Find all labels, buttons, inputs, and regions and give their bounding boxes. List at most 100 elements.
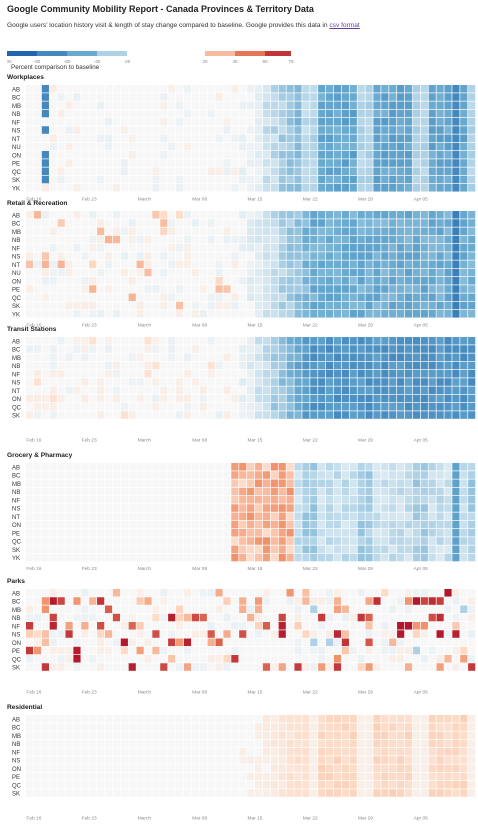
heatmap-cell xyxy=(318,301,326,310)
heatmap-cell xyxy=(436,151,444,159)
heatmap-cell xyxy=(333,337,342,345)
heatmap-cell xyxy=(381,301,389,310)
heatmap-cell xyxy=(81,772,89,781)
heatmap-cell xyxy=(247,630,255,638)
heatmap-cell xyxy=(223,361,231,370)
heatmap-cell xyxy=(310,537,318,545)
heatmap-cell xyxy=(104,109,113,118)
heatmap-cell xyxy=(349,268,357,277)
heatmap-cell xyxy=(207,126,215,134)
heatmap-cell xyxy=(112,244,121,252)
heatmap-cell xyxy=(468,85,476,93)
heatmap-cell xyxy=(412,268,421,277)
heatmap-cell xyxy=(357,277,365,285)
heatmap-cell xyxy=(112,219,121,227)
heatmap-cell xyxy=(326,479,334,488)
heatmap-cell xyxy=(168,151,176,159)
heatmap-cell xyxy=(460,512,468,521)
heatmap-cell xyxy=(120,227,128,236)
heatmap-cell xyxy=(278,613,286,622)
x-tick-label: Feb 16 xyxy=(26,566,41,572)
heatmap-cell xyxy=(357,756,365,764)
heatmap-cell xyxy=(160,487,168,496)
heatmap-cell xyxy=(239,235,247,244)
heatmap-cell xyxy=(318,663,326,671)
heatmap-cell xyxy=(460,227,468,236)
heatmap-cell xyxy=(128,723,136,731)
heatmap-cell xyxy=(239,411,247,419)
heatmap-cell xyxy=(57,159,65,167)
heatmap-cell xyxy=(207,235,215,244)
heatmap-cell xyxy=(57,167,65,176)
heatmap-cell xyxy=(168,471,176,479)
heatmap-cell xyxy=(420,184,428,192)
heatmap-cell xyxy=(160,134,168,143)
heatmap-cell xyxy=(97,748,105,756)
heatmap-cell xyxy=(302,386,310,395)
heatmap-cell xyxy=(270,167,278,176)
heatmap-cell xyxy=(136,622,144,630)
heatmap-cell xyxy=(420,731,428,740)
heatmap-cell xyxy=(41,268,49,277)
heatmap-cell xyxy=(389,101,397,110)
heatmap-cell xyxy=(262,622,271,630)
heatmap-cell xyxy=(41,589,49,597)
heatmap-cell xyxy=(381,731,389,740)
heatmap-cell xyxy=(254,260,263,269)
heatmap-cell xyxy=(26,142,34,151)
heatmap-cell xyxy=(444,622,452,630)
heatmap-cell xyxy=(183,589,192,597)
heatmap-cell xyxy=(120,109,128,118)
heatmap-cell xyxy=(278,151,286,159)
heatmap-cell xyxy=(136,529,144,537)
heatmap-cell xyxy=(428,487,436,496)
row-label: PE xyxy=(12,162,20,168)
heatmap-cell xyxy=(310,101,318,110)
heatmap-cell xyxy=(333,731,342,740)
heatmap-cell xyxy=(262,663,271,671)
heatmap-cell xyxy=(120,723,128,731)
heatmap-cell xyxy=(436,781,444,789)
heatmap-cell xyxy=(310,655,318,663)
heatmap-cell xyxy=(144,378,152,386)
heatmap-cell xyxy=(81,764,89,773)
heatmap-cell xyxy=(112,386,121,395)
heatmap-cell xyxy=(120,211,128,219)
heatmap-cell xyxy=(452,252,460,260)
heatmap-cell xyxy=(286,630,294,638)
heatmap-cell xyxy=(318,370,326,378)
heatmap-cell xyxy=(104,293,113,302)
heatmap-cell xyxy=(357,310,365,318)
heatmap-cell xyxy=(286,109,294,118)
heatmap-cell xyxy=(49,235,57,244)
page-title: Google Community Mobility Report - Canad… xyxy=(7,4,314,14)
heatmap-cell xyxy=(404,630,413,638)
heatmap-cell xyxy=(436,638,444,647)
heatmap-cell xyxy=(57,504,65,512)
heatmap-cell xyxy=(65,337,73,345)
heatmap-cell xyxy=(183,260,192,269)
heatmap-cell xyxy=(57,479,65,488)
heatmap-cell xyxy=(389,772,397,781)
csv-format-link[interactable]: csv format xyxy=(329,22,360,29)
heatmap-cell xyxy=(57,764,65,773)
heatmap-cell xyxy=(89,487,97,496)
heatmap-cell xyxy=(65,764,73,773)
heatmap-cell xyxy=(381,285,389,293)
heatmap-cell xyxy=(365,378,373,386)
heatmap-cell xyxy=(262,142,271,151)
heatmap-cell xyxy=(333,345,342,353)
heatmap-cell xyxy=(41,386,49,395)
heatmap-cell xyxy=(199,772,207,781)
heatmap-cell xyxy=(341,589,349,597)
heatmap-cell xyxy=(65,613,73,622)
heatmap-cell xyxy=(326,512,334,521)
heatmap-cell xyxy=(176,126,184,134)
heatmap-cell xyxy=(452,605,460,614)
heatmap-cell xyxy=(357,545,365,554)
heatmap-cell xyxy=(468,244,476,252)
heatmap-cell xyxy=(318,277,326,285)
heatmap-cell xyxy=(104,159,113,167)
heatmap-cell xyxy=(239,151,247,159)
heatmap-cell xyxy=(223,597,231,605)
